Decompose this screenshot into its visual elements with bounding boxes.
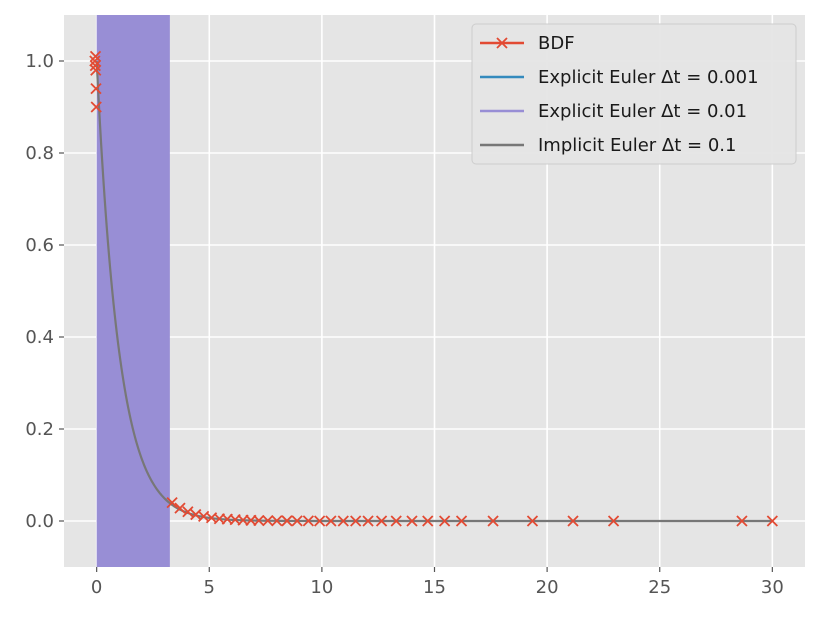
bdf-point: [313, 515, 326, 527]
x-tick-label: 5: [204, 577, 215, 598]
x-tick-label: 20: [536, 577, 559, 598]
bdf-point: [325, 515, 337, 527]
bdf-point: [406, 515, 418, 527]
axis-ticks: 0 5 10 15 20 25 30 0.0 0.2 0.4 0.6 0.8 1.0: [25, 51, 783, 598]
bdf-point: [262, 514, 274, 527]
x-tick-label: 25: [648, 577, 671, 598]
legend-label: Explicit Euler Δt = 0.01: [538, 101, 747, 122]
series-explicit-euler-0.01-band: [96, 15, 170, 567]
legend-label: BDF: [538, 33, 575, 54]
bdf-point: [166, 496, 178, 509]
series-area: [89, 15, 778, 567]
x-tick-label: 30: [761, 577, 784, 598]
y-tick-label: 0.2: [25, 419, 54, 440]
bdf-point: [390, 515, 402, 527]
bdf-point: [90, 82, 102, 95]
bdf-point: [422, 515, 434, 527]
bdf-point: [90, 64, 102, 76]
legend-item: Implicit Euler Δt = 0.1: [480, 135, 736, 156]
grid: [64, 15, 805, 567]
bdf-point: [182, 506, 194, 518]
bdf-point: [362, 515, 374, 527]
y-tick-label: 0.6: [25, 235, 54, 256]
y-tick-label: 0.4: [25, 327, 54, 348]
bdf-point: [174, 502, 186, 514]
y-tick-label: 1.0: [25, 51, 54, 72]
bdf-point: [271, 515, 283, 527]
bdf-point: [438, 515, 451, 527]
legend-item: Explicit Euler Δt = 0.001: [480, 67, 759, 88]
series-implicit-euler-line: [95, 60, 773, 523]
legend-item: BDF: [480, 33, 575, 54]
x-tick-label: 0: [91, 577, 102, 598]
bdf-point: [526, 515, 539, 527]
bdf-point: [607, 515, 620, 527]
y-tick-label: 0.8: [25, 143, 54, 164]
bdf-point: [89, 50, 102, 63]
series-group: [89, 15, 778, 567]
bdf-point: [487, 515, 499, 527]
bdf-point: [281, 515, 293, 527]
bdf-point: [302, 515, 315, 527]
bdf-point: [89, 59, 101, 72]
bdf-point: [567, 515, 579, 527]
legend-item: Explicit Euler Δt = 0.01: [480, 101, 747, 122]
bdf-point: [350, 515, 362, 527]
bdf-point: [90, 101, 102, 113]
bdf-point: [89, 55, 101, 67]
x-tick-label: 10: [310, 577, 333, 598]
bdf-point: [736, 515, 748, 527]
bdf-point: [766, 515, 778, 527]
legend: BDF Explicit Euler Δt = 0.001 Explicit Eul…: [471, 23, 797, 165]
legend-box: [471, 23, 797, 165]
x-tick-label: 15: [423, 577, 446, 598]
legend-label: Implicit Euler Δt = 0.1: [538, 135, 736, 156]
legend-marker: [496, 37, 508, 49]
legend-label: Explicit Euler Δt = 0.001: [538, 67, 759, 88]
bdf-point: [253, 514, 265, 527]
bdf-point: [291, 515, 303, 527]
bdf-point: [455, 515, 468, 527]
bdf-point: [375, 515, 388, 527]
bdf-point: [337, 515, 349, 527]
y-tick-label: 0.0: [25, 511, 54, 532]
